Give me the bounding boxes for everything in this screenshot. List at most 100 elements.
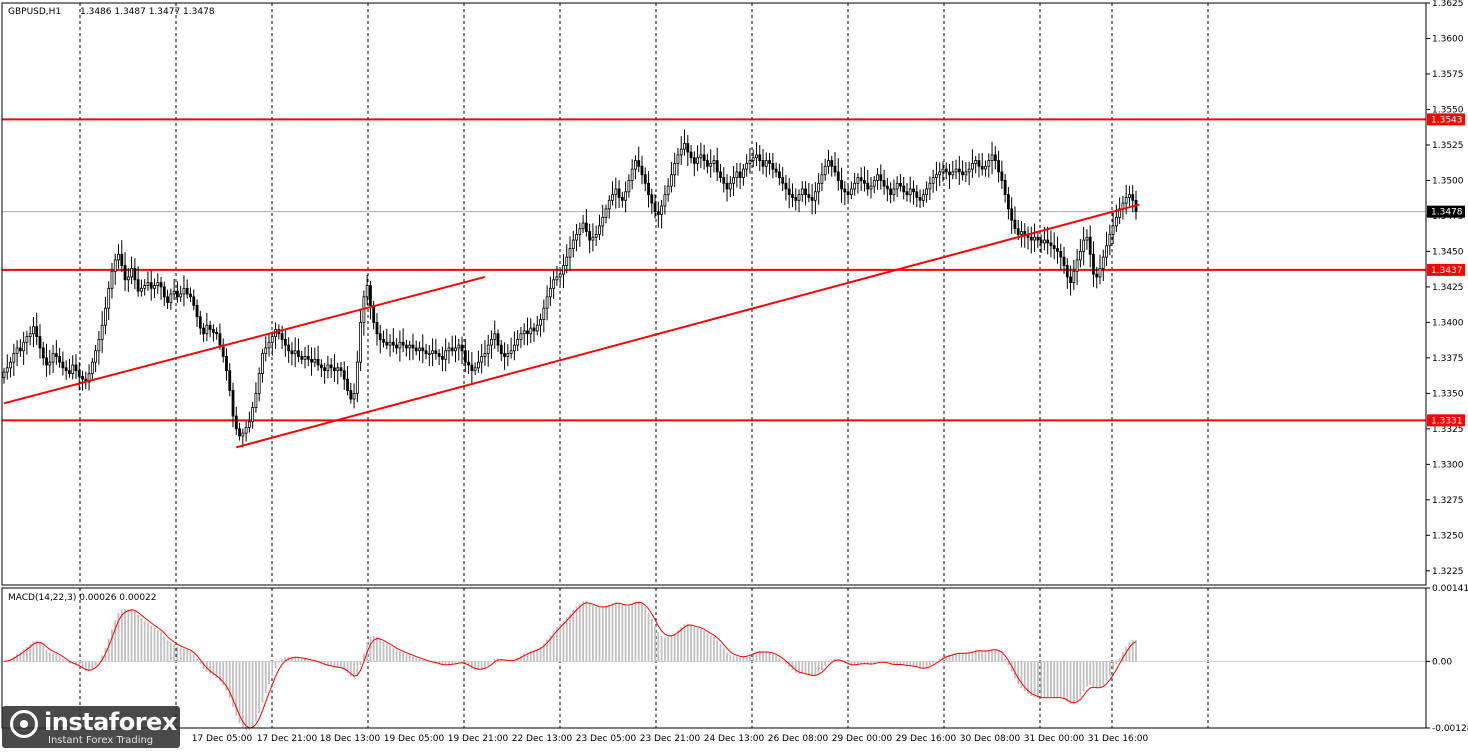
candle-body	[241, 432, 245, 437]
candle-body	[872, 180, 876, 187]
candle-body	[35, 326, 39, 337]
candle-body	[411, 344, 415, 349]
candle-body	[1131, 194, 1135, 201]
candle-body	[732, 177, 735, 184]
candle-body	[467, 361, 470, 366]
time-axis-label: 18 Dec 13:00	[320, 734, 381, 744]
candle-body	[385, 341, 389, 346]
candle-body	[1000, 171, 1004, 181]
candle-body	[728, 182, 732, 190]
candle-body	[650, 194, 654, 204]
candle-body	[1128, 194, 1131, 198]
candle-body	[1039, 239, 1043, 244]
candle-body	[25, 336, 29, 343]
candle-body	[797, 194, 801, 201]
candle-body	[908, 188, 912, 196]
candle-body	[643, 174, 647, 184]
candle-body	[673, 163, 677, 176]
candle-body	[993, 154, 997, 161]
candle-body	[398, 341, 402, 349]
candle-body	[931, 177, 935, 184]
candle-body	[565, 256, 569, 267]
time-axis-label: 29 Dec 16:00	[896, 734, 957, 744]
candle-body	[437, 353, 441, 357]
candle-body	[794, 197, 798, 201]
candle-body	[755, 154, 758, 159]
candle-body	[535, 324, 539, 332]
candle-body	[944, 168, 948, 173]
macd-pane-frame	[1, 587, 1427, 729]
price-axis-label: 1.3250	[1432, 531, 1464, 541]
candle-body	[555, 276, 559, 281]
candle-body	[140, 287, 143, 292]
candle-body	[352, 392, 356, 400]
candle-body	[506, 353, 510, 357]
candle-body	[882, 180, 886, 187]
candle-body	[1085, 236, 1089, 241]
candle-body	[738, 171, 742, 178]
candle-body	[876, 174, 879, 181]
candle-body	[692, 157, 696, 164]
candle-body	[87, 373, 91, 383]
candle-body	[234, 415, 238, 430]
candle-body	[1056, 248, 1059, 252]
candle-body	[918, 197, 922, 201]
candle-body	[100, 324, 104, 340]
candle-body	[38, 336, 42, 349]
candle-body	[1029, 236, 1033, 241]
candle-body	[1046, 239, 1050, 244]
price-pane-frame	[1, 2, 1427, 586]
candle-body	[303, 356, 307, 360]
candle-body	[1095, 273, 1099, 278]
candle-body	[509, 350, 513, 355]
candle-body	[869, 185, 873, 190]
candle-body	[130, 268, 133, 278]
candle-body	[624, 191, 628, 201]
price-axis-label: 1.3450	[1432, 247, 1464, 257]
candle-body	[153, 285, 156, 289]
price-axis-label: 1.3275	[1432, 496, 1464, 506]
candle-body	[189, 293, 192, 298]
candle-body	[77, 370, 81, 377]
candle-body	[601, 216, 605, 227]
candle-body	[791, 194, 794, 198]
candle-body	[162, 286, 166, 298]
candle-body	[977, 160, 981, 167]
candle-body	[460, 344, 464, 352]
candle-body	[539, 319, 542, 326]
candle-body	[149, 282, 153, 289]
candle-body	[846, 191, 850, 196]
candle-body	[575, 233, 578, 241]
candle-body	[1082, 239, 1086, 252]
candle-body	[961, 171, 965, 176]
candle-body	[113, 259, 117, 272]
candle-body	[817, 182, 821, 193]
candle-body	[552, 279, 556, 289]
candle-body	[391, 341, 395, 346]
candle-body	[359, 321, 363, 363]
candle-body	[159, 282, 163, 288]
time-axis-label: 17 Dec 05:00	[192, 734, 253, 744]
candle-body	[169, 293, 173, 303]
candle-body	[496, 333, 500, 346]
candle-body	[342, 370, 346, 380]
candle-body	[68, 370, 71, 374]
candle-body	[941, 168, 945, 173]
candle-body	[548, 287, 552, 298]
candle-body	[594, 233, 598, 238]
candle-body	[827, 160, 830, 167]
candle-body	[1075, 259, 1079, 272]
candle-body	[722, 177, 726, 184]
candle-body	[571, 239, 575, 249]
candle-body	[388, 341, 392, 346]
candle-body	[971, 163, 974, 170]
candle-body	[568, 248, 572, 258]
price-axis-label: 1.3500	[1432, 176, 1464, 186]
price-axis-label: 1.3525	[1432, 141, 1464, 151]
candle-body	[529, 327, 533, 335]
candle-body	[863, 180, 866, 184]
level-label: 1.3437	[1431, 266, 1463, 276]
candle-body	[90, 361, 94, 374]
